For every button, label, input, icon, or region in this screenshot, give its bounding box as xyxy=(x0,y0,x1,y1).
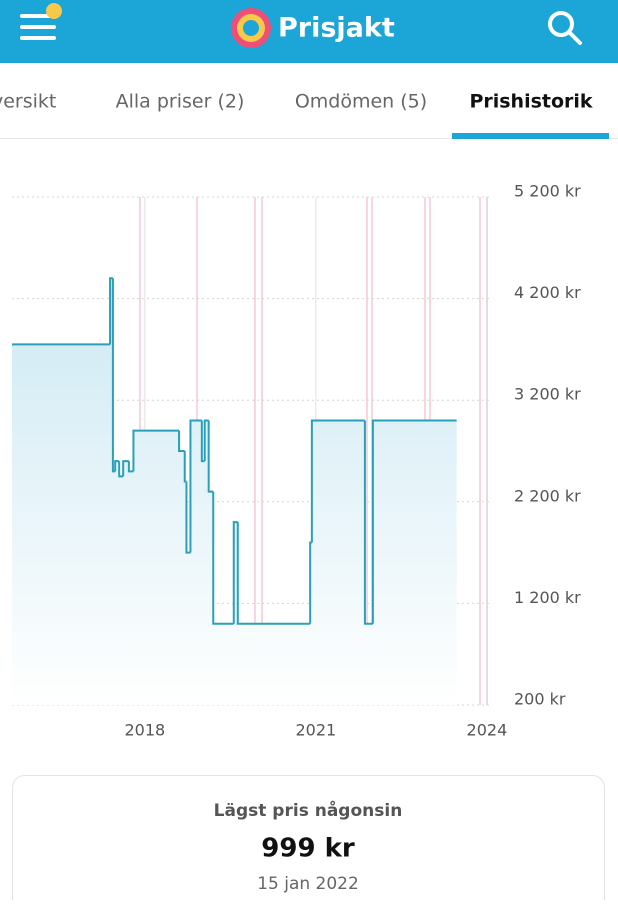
notification-dot xyxy=(46,3,62,19)
menu-button[interactable] xyxy=(20,3,62,40)
menu-line xyxy=(20,14,56,18)
price-step xyxy=(178,430,185,452)
price-step xyxy=(118,461,124,478)
y-tick-label: 1 200 kr xyxy=(514,588,581,607)
x-tick-label: 2024 xyxy=(467,721,508,740)
search-button[interactable] xyxy=(548,11,582,45)
price-step xyxy=(189,419,202,553)
price-step xyxy=(363,420,373,625)
menu-line xyxy=(20,36,56,40)
x-tick-label: 2021 xyxy=(296,721,337,740)
price-step xyxy=(127,461,134,473)
logo-ring xyxy=(243,20,259,36)
y-tick-label: 2 200 kr xyxy=(514,486,581,505)
price-step xyxy=(232,521,238,624)
y-tick-label: 5 200 kr xyxy=(514,182,581,201)
tab[interactable]: versikt xyxy=(0,91,56,113)
header-bar xyxy=(0,0,618,63)
summary-title: Lägst pris någonsin xyxy=(214,799,403,821)
price-step xyxy=(114,460,120,472)
price-step xyxy=(203,419,209,462)
logo-text: Prisjakt xyxy=(278,13,395,44)
search-icon xyxy=(548,11,574,37)
y-tick-label: 3 200 kr xyxy=(514,385,581,404)
summary-date: 15 jan 2022 xyxy=(257,874,359,894)
tab[interactable]: Alla priser (2) xyxy=(116,91,245,113)
active-tab-indicator xyxy=(452,133,609,139)
tab[interactable]: Prishistorik xyxy=(469,91,592,113)
price-step xyxy=(111,278,116,473)
summary-card xyxy=(12,775,605,904)
menu-line xyxy=(20,25,56,29)
price-step xyxy=(185,481,191,554)
area-fill xyxy=(12,278,457,705)
price-step xyxy=(183,451,187,483)
logo[interactable]: Prisjakt xyxy=(231,8,395,48)
search-icon xyxy=(567,30,582,45)
tab[interactable]: Omdömen (5) xyxy=(295,91,427,113)
price-step xyxy=(371,419,457,624)
price-step xyxy=(132,429,180,472)
price-step xyxy=(212,491,234,625)
summary-price: 999 kr xyxy=(261,834,355,864)
y-tick-label: 4 200 kr xyxy=(514,283,581,302)
price-step xyxy=(122,460,129,477)
price-step xyxy=(207,420,214,493)
y-tick-label: 200 kr xyxy=(514,690,566,709)
price-step xyxy=(236,522,311,625)
price-step xyxy=(310,419,365,543)
x-tick-label: 2018 xyxy=(124,721,165,740)
